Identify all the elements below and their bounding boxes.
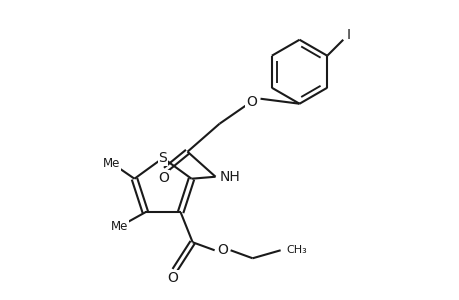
Text: Me: Me [102, 157, 120, 170]
Text: O: O [217, 243, 228, 257]
Text: O: O [246, 95, 257, 109]
Text: O: O [158, 171, 168, 185]
Text: CH₃: CH₃ [285, 245, 306, 255]
Text: I: I [346, 28, 349, 42]
Text: NH: NH [218, 170, 240, 184]
Text: O: O [167, 271, 178, 285]
Text: Me: Me [111, 220, 128, 233]
Text: S: S [158, 151, 167, 165]
